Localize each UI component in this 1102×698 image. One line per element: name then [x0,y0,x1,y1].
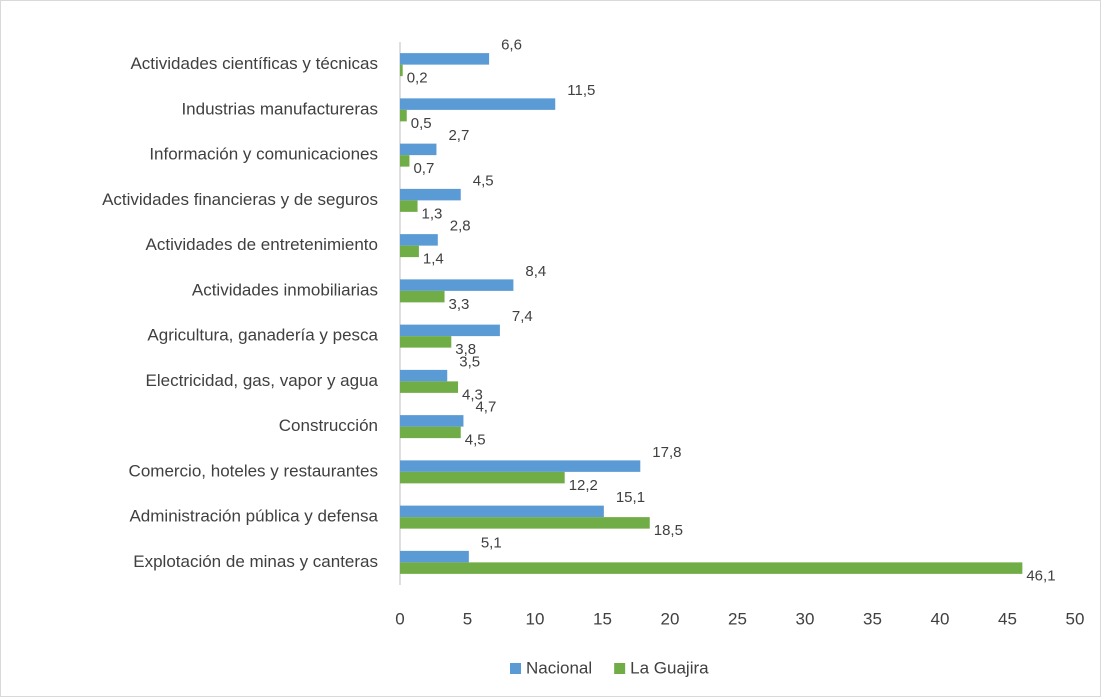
value-label: 17,8 [652,444,681,461]
y-tick-label: Administración pública y defensa [129,507,378,526]
y-tick-label: Actividades financieras y de seguros [102,190,378,209]
value-label: 6,6 [501,37,522,54]
y-tick-label: Industrias manufactureras [181,99,378,118]
value-label: 46,1 [1026,567,1055,584]
bar [400,279,514,291]
value-label: 4,3 [462,386,483,403]
value-label: 2,8 [450,218,471,235]
value-label: 12,2 [569,477,598,494]
y-tick-label: Actividades de entretenimiento [146,235,378,254]
value-label: 4,5 [465,432,486,449]
y-tick-label: Agricultura, ganadería y pesca [147,326,378,345]
legend-label: La Guajira [630,658,709,677]
bar [400,550,469,563]
legend-label: Nacional [526,658,592,677]
x-tick-label: 0 [395,609,404,628]
bar [400,155,410,167]
value-label: 8,4 [525,263,546,280]
bar [400,234,438,246]
x-tick-label: 45 [998,609,1017,628]
y-tick-label: Explotación de minas y canteras [133,552,378,571]
value-label: 3,3 [449,296,470,313]
value-label: 4,7 [475,399,496,416]
value-label: 1,3 [422,205,443,222]
bar [400,505,604,518]
y-tick-label: Construcción [279,416,378,435]
y-tick-label: Comercio, hoteles y restaurantes [129,461,378,480]
value-label: 5,1 [481,534,502,551]
value-label: 0,2 [407,70,428,87]
x-tick-label: 40 [931,609,950,628]
value-label: 3,8 [455,341,476,358]
bar [400,324,500,337]
value-label: 2,7 [448,127,469,144]
bar [400,53,490,65]
y-tick-label: Actividades inmobiliarias [192,280,378,299]
x-tick-label: 25 [728,609,747,628]
value-label: 15,1 [616,489,645,506]
bar [400,415,464,427]
bar [400,64,403,77]
y-tick-label: Actividades científicas y técnicas [130,54,378,73]
bar [400,460,641,472]
bar [400,426,461,439]
value-label: 11,5 [567,82,595,99]
bar [400,517,650,529]
x-tick-label: 50 [1066,609,1085,628]
bar [400,98,556,110]
x-tick-label: 35 [863,609,882,628]
bar [400,200,418,212]
bar [400,290,445,303]
x-tick-label: 10 [526,609,545,628]
value-label: 7,4 [512,308,533,325]
bar [400,188,461,201]
x-tick-label: 15 [593,609,612,628]
legend-swatch [614,663,626,674]
bar [400,109,407,122]
value-label: 0,7 [413,160,434,177]
value-label: 0,5 [411,115,432,132]
bar [400,369,448,382]
value-label: 4,5 [473,172,494,189]
legend-swatch [510,663,521,674]
y-tick-label: Información y comunicaciones [149,145,378,164]
value-label: 1,4 [423,251,444,268]
x-tick-label: 30 [796,609,815,628]
bar [400,381,459,393]
bar [400,562,1023,574]
x-tick-label: 5 [463,609,472,628]
bar [400,336,452,348]
x-tick-label: 20 [661,609,680,628]
value-label: 3,5 [459,353,480,370]
bar [400,143,437,156]
bar [400,471,565,484]
value-label: 18,5 [654,522,683,539]
bar [400,245,419,258]
y-tick-label: Electricidad, gas, vapor y agua [146,371,379,390]
